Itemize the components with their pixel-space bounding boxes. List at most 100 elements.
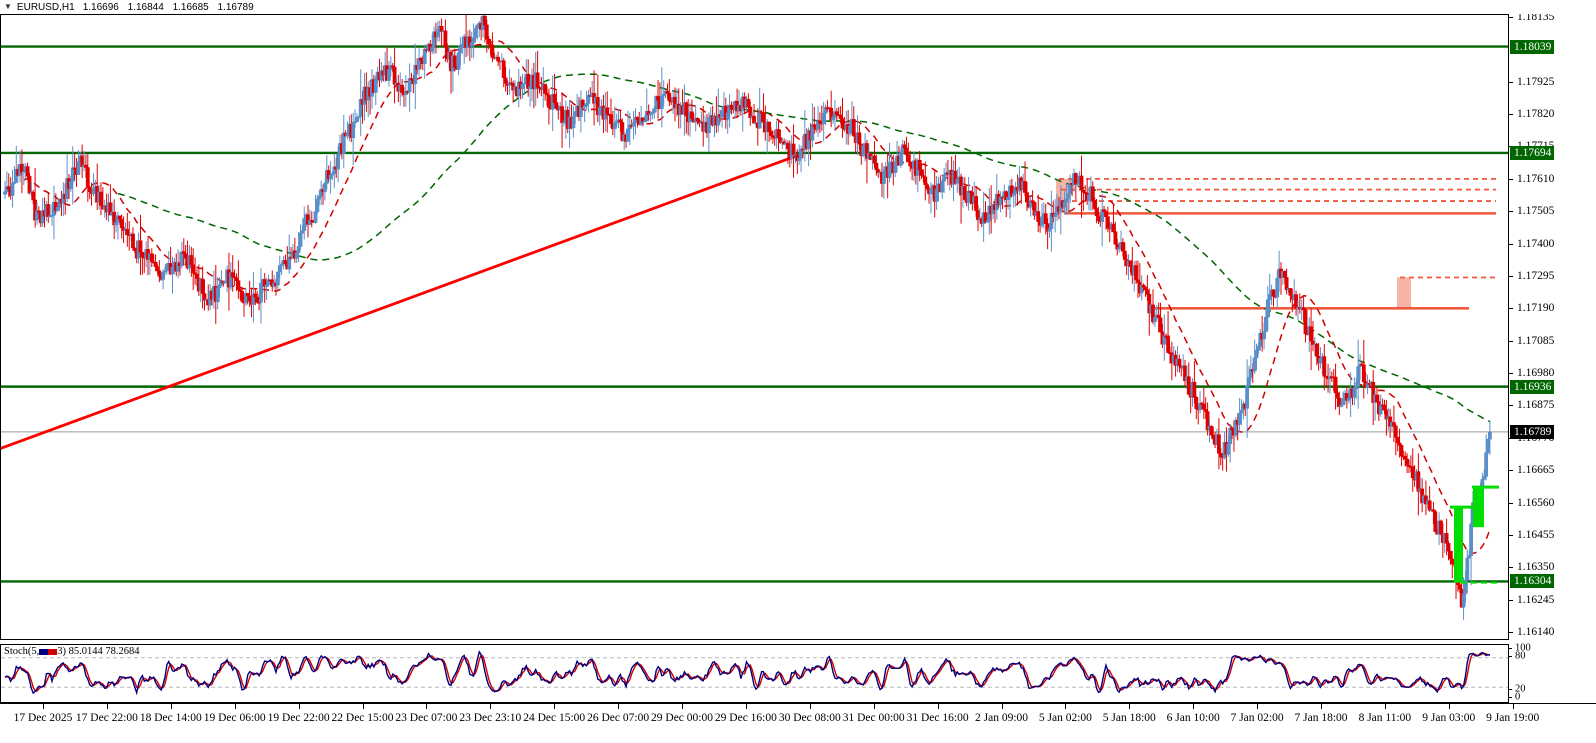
candle-body	[484, 24, 489, 40]
candle-body	[27, 175, 32, 194]
candle-body	[99, 191, 103, 206]
candle-body	[797, 158, 802, 161]
candle-body	[322, 183, 327, 192]
price-axis-tick	[1509, 373, 1513, 375]
price-axis-label: 1.16455	[1517, 528, 1555, 541]
candle-body	[294, 252, 299, 259]
candle-body	[296, 246, 301, 253]
candle-body	[460, 43, 465, 48]
candle-body	[1446, 542, 1451, 552]
price-chart-canvas[interactable]	[1, 15, 1508, 639]
candle-body	[1102, 209, 1107, 212]
candle-body	[475, 24, 480, 29]
triangle-down-icon[interactable]: ▼	[4, 2, 12, 11]
candle-body	[1465, 557, 1470, 581]
price-axis-label: 1.16350	[1517, 561, 1555, 574]
candle-body	[908, 161, 913, 167]
candle-body	[1416, 471, 1421, 492]
candle-body	[6, 186, 11, 190]
candle-body	[1448, 550, 1453, 560]
candle-body	[259, 282, 263, 303]
candle-body	[861, 145, 866, 156]
candle-body	[1288, 287, 1293, 296]
time-axis-label: 5 Jan 18:00	[1102, 712, 1156, 724]
candle-body	[831, 117, 836, 121]
candle-body	[1136, 279, 1140, 283]
stochastic-pane[interactable]	[0, 644, 1508, 703]
stoch-axis-tick	[1509, 697, 1512, 698]
price-axis-tick	[1509, 178, 1513, 180]
candle-body	[906, 154, 911, 163]
candle-body	[584, 103, 589, 107]
price-axis-label: 1.16245	[1517, 593, 1555, 606]
candle-body	[1025, 192, 1029, 203]
candle-body	[55, 207, 60, 211]
candle-body	[1282, 270, 1287, 278]
price-axis-tick	[1509, 470, 1513, 472]
indicator-label[interactable]: Stoch(5, 3) 85.0144 78.2684	[4, 646, 140, 657]
trendline[interactable]	[1, 152, 802, 450]
candle-body	[526, 73, 531, 89]
candle-body	[1166, 335, 1171, 353]
price-axis[interactable]: 1.181351.179251.178201.177151.176101.175…	[1508, 11, 1596, 640]
indicator-value-k: 85.0144	[68, 646, 103, 657]
candle-body	[898, 152, 903, 166]
time-axis[interactable]: 17 Dec 2025 17 Dec 22:00 18 Dec 14:00 19 De…	[0, 703, 1596, 743]
price-axis-label: 1.16560	[1517, 496, 1555, 509]
candle-body	[1230, 427, 1235, 431]
price-axis-label: 1.17925	[1517, 75, 1555, 88]
candle-body	[1271, 289, 1276, 297]
time-axis-label: 23 Dec 07:00	[395, 712, 458, 724]
candle-body	[1106, 216, 1110, 229]
candle-body	[1122, 250, 1127, 260]
candle-body	[170, 266, 175, 275]
price-axis-label: 1.16875	[1517, 399, 1555, 412]
candle-body	[1314, 343, 1319, 357]
candle-body	[275, 271, 280, 286]
candle-body	[482, 15, 487, 26]
stochastic-axis: 100 80 20 0	[1508, 643, 1596, 703]
candle-body	[1410, 466, 1415, 479]
candle-body	[767, 121, 772, 132]
candle-body	[1064, 198, 1069, 202]
candle-body	[1254, 349, 1259, 359]
candle-body	[840, 118, 845, 129]
price-axis-tick	[1509, 114, 1513, 116]
stoch-d-color-swatch	[48, 648, 58, 655]
symbol-bar: ▼ EURUSD,H1 1.16696 1.16844 1.16685 1.16…	[0, 0, 1596, 14]
candle-body	[761, 112, 766, 123]
candle-body	[1262, 331, 1267, 340]
time-axis-label: 9 Jan 19:00	[1486, 712, 1540, 724]
candle-body	[1218, 452, 1223, 458]
stochastic-canvas[interactable]	[1, 645, 1508, 702]
price-chart-pane[interactable]	[0, 14, 1508, 640]
candle-body	[245, 293, 250, 297]
candle-body	[46, 204, 51, 217]
candle-body	[165, 264, 169, 272]
candle-body	[302, 218, 307, 231]
candle-body	[1128, 260, 1133, 267]
candle-body	[183, 253, 188, 259]
candle-body	[1252, 357, 1257, 372]
candle-body	[10, 183, 15, 196]
candle-body	[277, 265, 282, 273]
open-value: 1.16696	[82, 1, 119, 13]
candle-body	[1004, 191, 1009, 201]
candle-body	[812, 124, 817, 127]
candle-body	[1275, 277, 1280, 298]
candle-body	[1177, 358, 1182, 367]
time-axis-tick	[682, 704, 683, 709]
close-value: 1.16789	[217, 1, 254, 13]
candle-body	[1399, 444, 1404, 457]
time-axis-label: 31 Dec 00:00	[842, 712, 905, 724]
candle-body	[609, 114, 613, 125]
candle-body	[84, 164, 88, 168]
candle-body	[546, 94, 551, 108]
candle-body	[1265, 299, 1270, 318]
candle-body	[157, 270, 162, 277]
candle-body	[1217, 434, 1221, 454]
candle-body	[200, 278, 205, 294]
price-axis-tick	[1509, 81, 1513, 83]
candle-body	[1156, 314, 1161, 319]
candle-body	[336, 153, 341, 170]
